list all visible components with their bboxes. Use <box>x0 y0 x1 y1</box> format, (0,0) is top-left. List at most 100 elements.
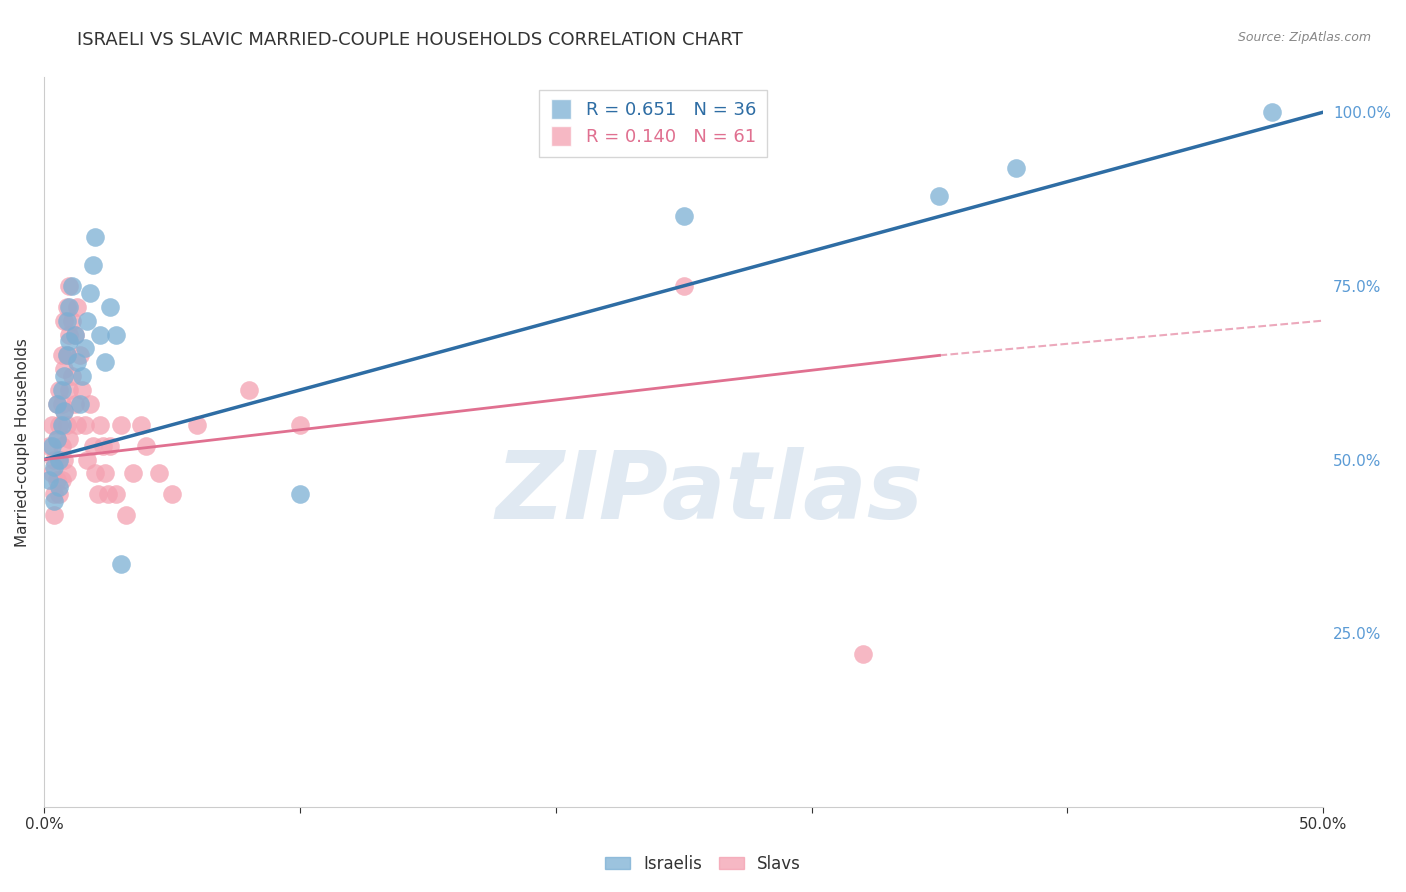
Point <box>73 417 96 432</box>
Point <box>82 439 104 453</box>
Y-axis label: Married-couple Households: Married-couple Households <box>15 338 30 547</box>
Point <box>58 327 80 342</box>
Point <box>42 452 65 467</box>
Point <box>104 487 127 501</box>
Point <box>53 362 76 376</box>
Point <box>672 278 695 293</box>
Point <box>45 397 67 411</box>
Point <box>53 404 76 418</box>
Point <box>63 327 86 342</box>
Point <box>48 417 70 432</box>
Point <box>42 494 65 508</box>
Point <box>94 355 117 369</box>
Point <box>58 334 80 349</box>
Point <box>238 383 260 397</box>
Point <box>72 383 94 397</box>
Point <box>51 417 73 432</box>
Point <box>928 188 950 202</box>
Point <box>69 348 91 362</box>
Text: ZIPatlas: ZIPatlas <box>495 447 924 540</box>
Point <box>89 327 111 342</box>
Point <box>60 369 83 384</box>
Point <box>53 404 76 418</box>
Text: ISRAELI VS SLAVIC MARRIED-COUPLE HOUSEHOLDS CORRELATION CHART: ISRAELI VS SLAVIC MARRIED-COUPLE HOUSEHO… <box>77 31 744 49</box>
Point <box>86 487 108 501</box>
Point <box>72 369 94 384</box>
Point <box>51 474 73 488</box>
Point <box>48 487 70 501</box>
Point <box>53 452 76 467</box>
Point <box>41 467 63 481</box>
Point <box>42 459 65 474</box>
Legend: R = 0.651   N = 36, R = 0.140   N = 61: R = 0.651 N = 36, R = 0.140 N = 61 <box>538 90 768 157</box>
Point <box>58 383 80 397</box>
Point <box>48 452 70 467</box>
Point <box>45 432 67 446</box>
Point <box>56 417 79 432</box>
Point <box>66 300 89 314</box>
Point <box>42 508 65 523</box>
Point <box>48 452 70 467</box>
Text: Source: ZipAtlas.com: Source: ZipAtlas.com <box>1237 31 1371 45</box>
Point <box>288 487 311 501</box>
Point <box>60 278 83 293</box>
Point <box>148 467 170 481</box>
Point <box>76 452 98 467</box>
Legend: Israelis, Slavs: Israelis, Slavs <box>599 848 807 880</box>
Point <box>1261 105 1284 120</box>
Point <box>38 439 60 453</box>
Point <box>110 557 132 571</box>
Point <box>56 313 79 327</box>
Point <box>41 417 63 432</box>
Point <box>45 432 67 446</box>
Point <box>79 397 101 411</box>
Point <box>135 439 157 453</box>
Point <box>66 355 89 369</box>
Point <box>63 327 86 342</box>
Point <box>45 474 67 488</box>
Point <box>69 397 91 411</box>
Point <box>89 417 111 432</box>
Point <box>48 480 70 494</box>
Point <box>79 285 101 300</box>
Point <box>56 348 79 362</box>
Point <box>122 467 145 481</box>
Point <box>56 300 79 314</box>
Point <box>129 417 152 432</box>
Point <box>42 487 65 501</box>
Point <box>58 300 80 314</box>
Point <box>63 397 86 411</box>
Point <box>51 397 73 411</box>
Point <box>48 383 70 397</box>
Point <box>53 313 76 327</box>
Point <box>84 230 107 244</box>
Point <box>56 348 79 362</box>
Point <box>91 439 114 453</box>
Point <box>110 417 132 432</box>
Point <box>100 300 122 314</box>
Point <box>104 327 127 342</box>
Point <box>51 383 73 397</box>
Point <box>58 432 80 446</box>
Point <box>51 439 73 453</box>
Point <box>94 467 117 481</box>
Point <box>852 647 875 661</box>
Point <box>56 467 79 481</box>
Point <box>100 439 122 453</box>
Point <box>672 210 695 224</box>
Point <box>97 487 120 501</box>
Point <box>38 474 60 488</box>
Point <box>1005 161 1028 175</box>
Point <box>288 417 311 432</box>
Point <box>73 342 96 356</box>
Point <box>76 313 98 327</box>
Point <box>160 487 183 501</box>
Point <box>114 508 136 523</box>
Point <box>45 397 67 411</box>
Point <box>82 258 104 272</box>
Point <box>186 417 208 432</box>
Point <box>58 278 80 293</box>
Point <box>41 439 63 453</box>
Point <box>60 313 83 327</box>
Point <box>66 417 89 432</box>
